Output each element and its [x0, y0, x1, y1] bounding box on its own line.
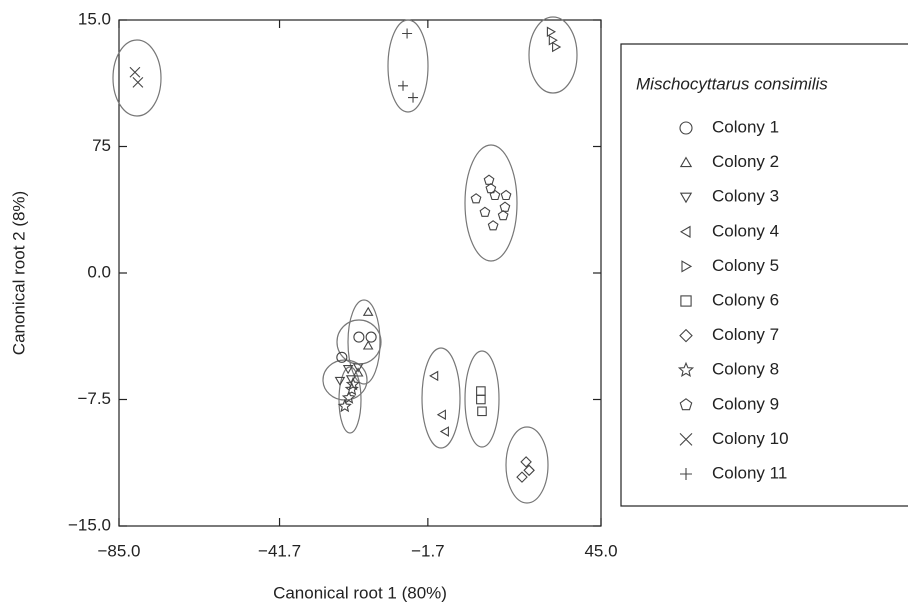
- legend-marker: [679, 121, 693, 135]
- point: [500, 189, 512, 201]
- point: [337, 398, 352, 413]
- y-tick-label: −7.5: [77, 389, 111, 408]
- legend-label: Colony 6: [712, 290, 779, 309]
- legend-title: Mischocyttarus consimilis: [636, 74, 828, 93]
- point: [487, 220, 499, 231]
- point: [546, 26, 557, 38]
- legend-marker: [679, 433, 693, 446]
- point: [336, 351, 348, 363]
- legend-label: Colony 8: [712, 360, 779, 379]
- point: [436, 409, 446, 420]
- point: [479, 206, 491, 217]
- legend-label: Colony 1: [712, 117, 779, 136]
- legend-marker: [679, 192, 693, 204]
- point: [483, 174, 495, 185]
- y-tick-label: 75: [92, 136, 111, 155]
- legend-label: Colony 5: [712, 256, 779, 275]
- point: [341, 390, 356, 404]
- legend-marker: [677, 361, 695, 378]
- point: [398, 80, 409, 91]
- ellipse: [112, 39, 162, 117]
- legend-marker: [680, 295, 692, 307]
- legend-label: Colony 2: [712, 152, 779, 171]
- ellipse: [464, 350, 500, 448]
- point: [352, 367, 364, 377]
- point: [476, 386, 486, 396]
- point: [470, 193, 482, 204]
- point: [477, 406, 487, 417]
- point: [345, 376, 361, 391]
- group-ellipses: [112, 16, 578, 504]
- point: [365, 331, 377, 343]
- legend-label: Colony 11: [712, 463, 787, 482]
- point: [362, 340, 374, 350]
- point: [552, 41, 562, 53]
- point: [362, 306, 374, 316]
- ellipse: [464, 144, 518, 262]
- point: [353, 331, 365, 343]
- legend-marker: [679, 156, 693, 168]
- legend-marker: [679, 398, 693, 411]
- point: [476, 394, 486, 405]
- legend-marker: [680, 468, 692, 480]
- point: [497, 210, 509, 221]
- point: [429, 370, 439, 382]
- legend-label: Colony 10: [712, 429, 789, 448]
- legend-label: Colony 3: [712, 187, 779, 206]
- point: [334, 376, 346, 386]
- point: [516, 471, 528, 483]
- point: [132, 77, 144, 88]
- ellipse: [347, 299, 381, 385]
- x-tick-label: −41.7: [258, 541, 301, 560]
- legend-box: [620, 43, 908, 507]
- ellipse: [421, 347, 461, 449]
- plot-frame: [118, 19, 602, 527]
- point: [489, 189, 501, 201]
- ellipse: [505, 426, 549, 504]
- point: [485, 183, 497, 194]
- point: [520, 456, 532, 468]
- ellipse: [338, 366, 362, 434]
- point: [408, 92, 419, 103]
- point: [439, 426, 449, 437]
- y-tick-label: 0.0: [87, 262, 111, 281]
- point: [342, 365, 354, 375]
- legend-marker: [679, 328, 693, 343]
- ellipse: [528, 16, 578, 94]
- legend-marker: [679, 225, 691, 238]
- x-tick-label: −1.7: [411, 541, 445, 560]
- y-axis-label: Canonical root 2 (8%): [9, 191, 28, 355]
- legend-marker: [681, 260, 693, 273]
- point: [129, 66, 141, 78]
- legend-label: Colony 4: [712, 221, 779, 240]
- point: [523, 464, 535, 477]
- point: [499, 201, 511, 212]
- point: [402, 28, 413, 39]
- x-axis-label: Canonical root 1 (80%): [273, 583, 447, 602]
- y-tick-label: 15.0: [78, 9, 111, 28]
- legend-label: Colony 7: [712, 325, 779, 344]
- legend-label: Colony 9: [712, 394, 779, 413]
- x-tick-label: −85.0: [97, 541, 140, 560]
- x-tick-label: 45.0: [584, 541, 617, 560]
- y-tick-label: −15.0: [68, 515, 111, 534]
- point: [352, 363, 364, 373]
- ellipse: [387, 19, 429, 113]
